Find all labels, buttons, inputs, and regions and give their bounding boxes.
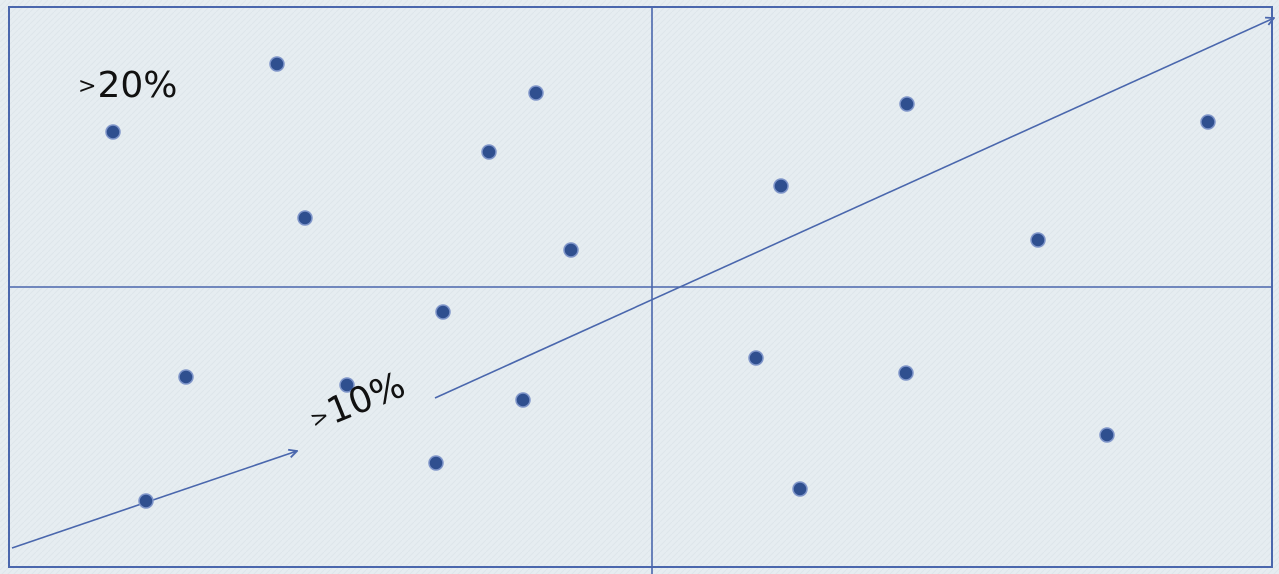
dot [528,85,544,101]
dot [773,178,789,194]
label-top-left-prefix: > [78,74,97,99]
dot [1099,427,1115,443]
long-arrow [434,18,1274,399]
dot [105,124,121,140]
dot [898,365,914,381]
dot [138,493,154,509]
dot [178,369,194,385]
dot [748,350,764,366]
dot [428,455,444,471]
dot [1200,114,1216,130]
dot [515,392,531,408]
label-top-left: >20% [78,68,177,104]
dot [899,96,915,112]
dot [563,242,579,258]
dot [1030,232,1046,248]
label-top-left-value: 20% [97,65,178,106]
dot [269,56,285,72]
dot [339,377,355,393]
dot [435,304,451,320]
dot [481,144,497,160]
dot [297,210,313,226]
dots-group [105,56,1216,509]
dot [792,481,808,497]
short-arrow [11,451,297,549]
